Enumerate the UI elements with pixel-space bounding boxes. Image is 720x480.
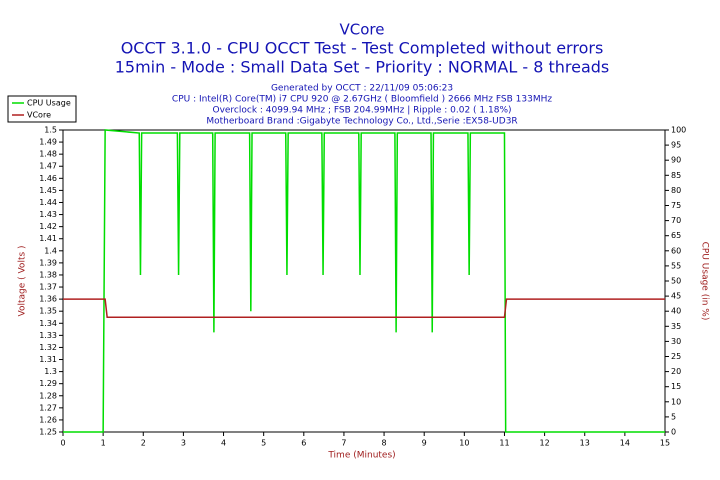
legend-box bbox=[7, 95, 77, 123]
y-tick-label: 1.38 bbox=[39, 270, 57, 279]
x-tick-label: 1 bbox=[101, 439, 106, 448]
y-tick-label: 1.37 bbox=[39, 283, 57, 292]
x-tick-label: 4 bbox=[221, 439, 226, 448]
x-axis-title: Time (Minutes) bbox=[327, 451, 395, 461]
x-tick-label: 14 bbox=[620, 439, 630, 448]
y-tick-label: 1.48 bbox=[39, 150, 57, 159]
y2-tick-label: 35 bbox=[671, 322, 681, 331]
y-tick-label: 1.33 bbox=[39, 331, 57, 340]
subtitle: OCCT 3.1.0 - CPU OCCT Test - Test Comple… bbox=[121, 39, 604, 58]
y-tick-label: 1.43 bbox=[39, 210, 57, 219]
x-tick-label: 8 bbox=[382, 439, 387, 448]
y-tick-label: 1.34 bbox=[39, 319, 57, 328]
x-tick-label: 13 bbox=[580, 439, 590, 448]
y2-axis-title: CPU Usage (in %) bbox=[700, 242, 710, 321]
y-tick-label: 1.41 bbox=[39, 234, 57, 243]
y-tick-label: 1.31 bbox=[39, 355, 57, 364]
y2-tick-label: 100 bbox=[671, 126, 686, 135]
y-tick-label: 1.49 bbox=[39, 138, 57, 147]
chart-title: VCore bbox=[340, 21, 385, 39]
y-tick-label: 1.39 bbox=[39, 258, 57, 267]
y2-tick-label: 65 bbox=[671, 231, 681, 240]
subtitle: 15min - Mode : Small Data Set - Priority… bbox=[115, 58, 610, 77]
y-tick-label: 1.5 bbox=[44, 126, 57, 135]
y2-tick-label: 45 bbox=[671, 292, 681, 301]
info-line: Motherboard Brand :Gigabyte Technology C… bbox=[206, 117, 517, 127]
y2-tick-label: 90 bbox=[671, 156, 681, 165]
y2-tick-label: 75 bbox=[671, 201, 681, 210]
y2-tick-label: 0 bbox=[671, 428, 676, 437]
y2-tick-label: 55 bbox=[671, 261, 681, 270]
y-tick-label: 1.42 bbox=[39, 222, 57, 231]
x-tick-label: 0 bbox=[60, 439, 65, 448]
y2-tick-label: 15 bbox=[671, 382, 681, 391]
series-line bbox=[63, 129, 665, 433]
y2-tick-label: 95 bbox=[671, 141, 681, 150]
y2-tick-label: 60 bbox=[671, 246, 681, 255]
info-line: Generated by OCCT : 22/11/09 05:06:23 bbox=[271, 84, 453, 94]
y2-tick-label: 50 bbox=[671, 277, 681, 286]
y-tick-label: 1.4 bbox=[44, 246, 57, 255]
y2-tick-label: 10 bbox=[671, 397, 681, 406]
x-tick-label: 9 bbox=[422, 439, 427, 448]
y2-tick-label: 30 bbox=[671, 337, 681, 346]
y-tick-label: 1.46 bbox=[39, 174, 57, 183]
y-tick-label: 1.27 bbox=[39, 403, 57, 412]
y-tick-label: 1.35 bbox=[39, 307, 57, 316]
x-tick-label: 3 bbox=[181, 439, 186, 448]
x-tick-label: 15 bbox=[660, 439, 670, 448]
y-tick-label: 1.45 bbox=[39, 186, 57, 195]
y-tick-label: 1.47 bbox=[39, 162, 57, 171]
legend-label: VCore bbox=[27, 111, 51, 120]
y-tick-label: 1.28 bbox=[39, 391, 57, 400]
legend-label: CPU Usage bbox=[27, 99, 71, 108]
x-tick-label: 11 bbox=[499, 439, 509, 448]
x-tick-label: 7 bbox=[341, 439, 346, 448]
y-tick-label: 1.29 bbox=[39, 379, 57, 388]
y2-tick-label: 70 bbox=[671, 216, 681, 225]
y-tick-label: 1.36 bbox=[39, 295, 57, 304]
y-tick-label: 1.26 bbox=[39, 415, 57, 424]
y2-tick-label: 5 bbox=[671, 412, 676, 421]
y2-tick-label: 80 bbox=[671, 186, 681, 195]
series-line bbox=[63, 298, 665, 318]
y-tick-label: 1.44 bbox=[39, 198, 57, 207]
y-tick-label: 1.3 bbox=[44, 367, 57, 376]
x-tick-label: 2 bbox=[141, 439, 146, 448]
y2-tick-label: 85 bbox=[671, 171, 681, 180]
y-tick-label: 1.32 bbox=[39, 343, 57, 352]
x-tick-label: 12 bbox=[540, 439, 550, 448]
y-axis-title: Voltage ( Volts ) bbox=[18, 245, 28, 316]
info-line: Overclock : 4099.94 MHz ; FSB 204.99MHz … bbox=[212, 106, 511, 116]
y2-tick-label: 40 bbox=[671, 307, 681, 316]
x-tick-label: 10 bbox=[459, 439, 469, 448]
y2-tick-label: 20 bbox=[671, 367, 681, 376]
x-tick-label: 6 bbox=[301, 439, 306, 448]
info-line: CPU : Intel(R) Core(TM) i7 CPU 920 @ 2.6… bbox=[172, 95, 552, 105]
x-tick-label: 5 bbox=[261, 439, 266, 448]
y2-tick-label: 25 bbox=[671, 352, 681, 361]
y-tick-label: 1.25 bbox=[39, 428, 57, 437]
